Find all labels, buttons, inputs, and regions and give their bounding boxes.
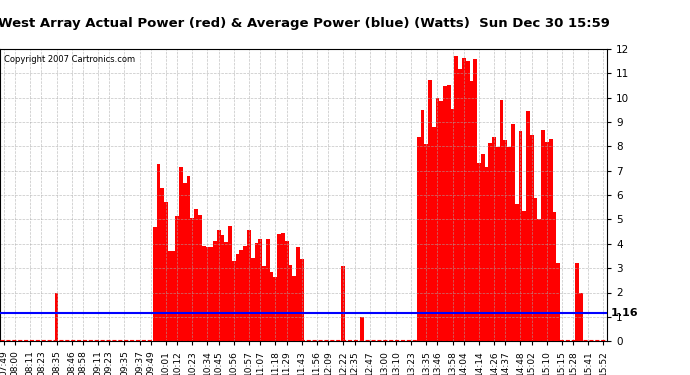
Bar: [187, 176, 190, 341]
Bar: [224, 242, 228, 341]
Bar: [435, 98, 440, 341]
Bar: [440, 100, 443, 341]
Bar: [469, 81, 473, 341]
Bar: [526, 111, 530, 341]
Bar: [179, 166, 183, 341]
Bar: [420, 110, 424, 341]
Bar: [266, 238, 270, 341]
Bar: [239, 250, 244, 341]
Bar: [217, 230, 221, 341]
Bar: [466, 61, 469, 341]
Bar: [55, 292, 59, 341]
Bar: [489, 143, 492, 341]
Bar: [164, 202, 168, 341]
Bar: [258, 239, 262, 341]
Bar: [545, 142, 549, 341]
Bar: [273, 277, 277, 341]
Bar: [293, 276, 296, 341]
Bar: [515, 204, 519, 341]
Bar: [507, 147, 511, 341]
Bar: [255, 243, 258, 341]
Bar: [575, 263, 579, 341]
Bar: [281, 233, 285, 341]
Bar: [492, 138, 496, 341]
Text: 1.16: 1.16: [611, 308, 639, 318]
Bar: [194, 209, 198, 341]
Bar: [428, 80, 432, 341]
Bar: [277, 234, 281, 341]
Bar: [538, 219, 541, 341]
Bar: [579, 292, 582, 341]
Bar: [168, 251, 172, 341]
Bar: [455, 56, 458, 341]
Bar: [198, 215, 201, 341]
Bar: [496, 147, 500, 341]
Bar: [228, 226, 232, 341]
Bar: [213, 241, 217, 341]
Bar: [270, 272, 273, 341]
Text: Copyright 2007 Cartronics.com: Copyright 2007 Cartronics.com: [3, 55, 135, 64]
Bar: [519, 131, 522, 341]
Bar: [522, 211, 526, 341]
Bar: [432, 128, 435, 341]
Bar: [530, 135, 533, 341]
Bar: [504, 140, 507, 341]
Bar: [296, 247, 300, 341]
Bar: [209, 247, 213, 341]
Bar: [288, 266, 293, 341]
Bar: [250, 258, 255, 341]
Bar: [541, 130, 545, 341]
Bar: [175, 216, 179, 341]
Bar: [285, 241, 288, 341]
Bar: [152, 227, 157, 341]
Bar: [553, 212, 556, 341]
Bar: [511, 124, 515, 341]
Bar: [300, 259, 304, 341]
Bar: [447, 84, 451, 341]
Bar: [221, 235, 224, 341]
Bar: [342, 266, 345, 341]
Bar: [424, 144, 428, 341]
Bar: [157, 164, 160, 341]
Bar: [206, 247, 209, 341]
Bar: [458, 69, 462, 341]
Bar: [477, 163, 481, 341]
Bar: [500, 100, 504, 341]
Bar: [549, 140, 553, 341]
Bar: [201, 246, 206, 341]
Bar: [247, 230, 250, 341]
Bar: [236, 254, 239, 341]
Bar: [190, 218, 194, 341]
Bar: [417, 137, 420, 341]
Bar: [183, 183, 187, 341]
Bar: [451, 109, 455, 341]
Bar: [473, 59, 477, 341]
Bar: [462, 58, 466, 341]
Bar: [484, 167, 489, 341]
Bar: [244, 246, 247, 341]
Bar: [481, 154, 484, 341]
Bar: [360, 317, 364, 341]
Bar: [262, 266, 266, 341]
Bar: [556, 263, 560, 341]
Bar: [160, 188, 164, 341]
Bar: [443, 86, 447, 341]
Text: West Array Actual Power (red) & Average Power (blue) (Watts)  Sun Dec 30 15:59: West Array Actual Power (red) & Average …: [0, 17, 609, 30]
Bar: [533, 198, 538, 341]
Bar: [232, 261, 236, 341]
Bar: [172, 251, 175, 341]
